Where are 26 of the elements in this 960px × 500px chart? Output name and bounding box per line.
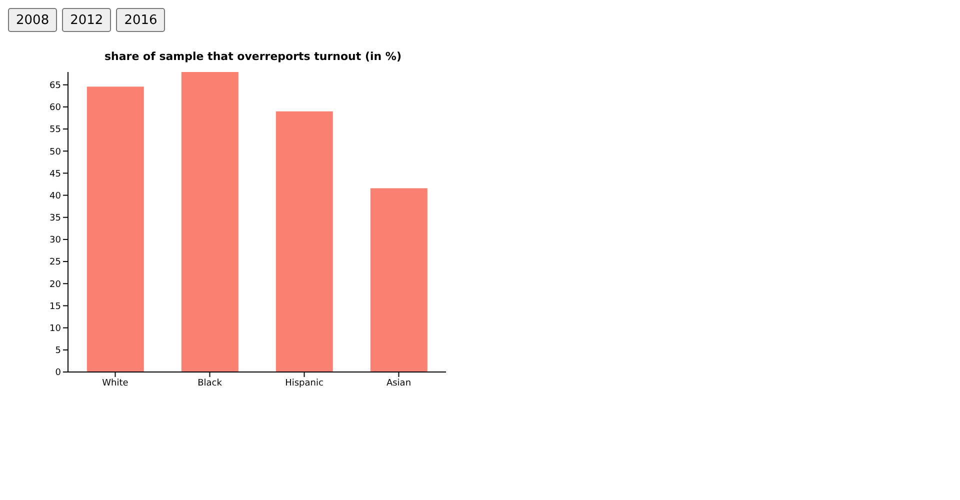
y-tick-label: 55 [50, 125, 61, 136]
y-tick-label: 5 [55, 346, 61, 356]
x-tick-label: Asian [386, 378, 412, 388]
y-tick-label: 35 [50, 214, 61, 224]
bar [370, 188, 428, 372]
bar [276, 111, 333, 372]
y-tick-label: 25 [50, 258, 61, 268]
y-tick-label: 15 [50, 302, 61, 312]
y-tick-label: 45 [50, 169, 61, 180]
year-button: 2016 [116, 8, 166, 32]
x-tick-label: Black [198, 378, 223, 388]
y-tick-label: 40 [50, 191, 62, 202]
y-tick-label: 0 [55, 368, 62, 378]
y-tick-label: 20 [50, 280, 62, 290]
bar [86, 86, 144, 372]
y-tick-label: 65 [50, 81, 61, 92]
y-tick-label: 10 [50, 324, 62, 334]
x-tick-label: White [102, 378, 129, 388]
x-tick-label: Hispanic [285, 378, 324, 388]
y-tick-label: 60 [50, 103, 62, 114]
bar [181, 72, 238, 372]
y-tick-label: 50 [50, 147, 62, 158]
year-button: 2012 [62, 8, 112, 32]
y-tick-label: 30 [50, 236, 62, 246]
year-button: 2008 [8, 8, 58, 32]
chart-title: share of sample that overreports turnout (in %) [104, 50, 402, 63]
